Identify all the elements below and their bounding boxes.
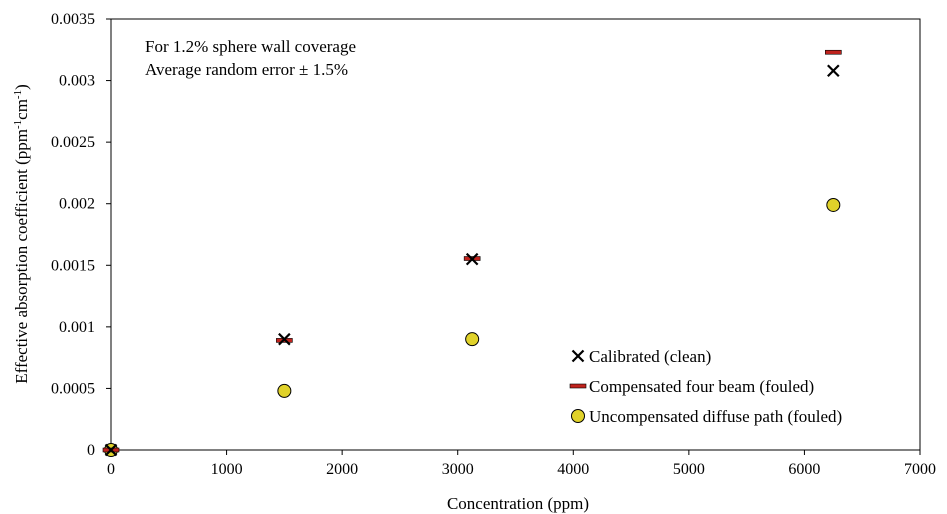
x-tick-label: 5000	[673, 461, 705, 478]
y-tick-label: 0.001	[59, 319, 95, 336]
y-tick-label: 0.0005	[51, 380, 95, 397]
y-tick-label: 0.0015	[51, 257, 95, 274]
y-tick-label: 0.0035	[51, 11, 95, 28]
y-axis-ticks: 0 0.0005 0.001 0.0015 0.002 0.0025 0.003 0.0035	[51, 11, 111, 459]
data-point-x	[827, 64, 840, 77]
plot-area	[110, 18, 921, 451]
y-axis-title-mid: cm	[12, 99, 31, 120]
legend-label: Uncompensated diffuse path (fouled)	[589, 407, 842, 426]
x-tick-label: 1000	[211, 461, 243, 478]
y-tick-label: 0.002	[59, 196, 95, 213]
annotation-coverage: For 1.2% sphere wall coverage	[145, 37, 356, 56]
legend-marker-circle	[571, 409, 585, 423]
x-tick-label: 7000	[904, 461, 936, 478]
data-point-circle	[826, 197, 841, 212]
data-point-x	[104, 443, 118, 457]
legend-label: Calibrated (clean)	[589, 347, 711, 366]
x-tick-label: 2000	[326, 461, 358, 478]
x-tick-label: 6000	[788, 461, 820, 478]
legend-label: Compensated four beam (fouled)	[589, 377, 814, 396]
data-point-dash	[825, 49, 842, 55]
y-tick-label: 0.0025	[51, 134, 95, 151]
y-axis-title-exp1: -1	[12, 120, 24, 129]
y-tick-label: 0.003	[59, 73, 95, 90]
x-tick-label: 4000	[557, 461, 589, 478]
y-axis-title-prefix: Effective absorption coefficient (ppm	[12, 129, 31, 384]
x-tick-label: 3000	[442, 461, 474, 478]
data-point-circle	[465, 332, 480, 347]
legend-marker-x	[571, 349, 585, 363]
data-point-x	[278, 332, 291, 346]
y-axis-title-suffix: )	[12, 84, 31, 90]
y-axis-title: Effective absorption coefficient (ppm-1c…	[12, 84, 31, 384]
x-tick-label: 0	[107, 461, 115, 478]
data-point-x	[465, 252, 479, 266]
legend: Calibrated (clean) Compensated four beam …	[569, 347, 842, 426]
y-axis-title-exp2: -1	[12, 90, 24, 99]
annotation-error: Average random error ± 1.5%	[145, 60, 348, 79]
data-marks	[102, 49, 842, 457]
legend-marker-dash	[569, 383, 587, 389]
x-axis-title: Concentration (ppm)	[447, 494, 589, 513]
x-axis-ticks: 0 1000 2000 3000 4000 5000 6000 7000	[107, 450, 936, 478]
data-point-circle	[277, 383, 292, 398]
y-tick-label: 0	[87, 442, 95, 459]
